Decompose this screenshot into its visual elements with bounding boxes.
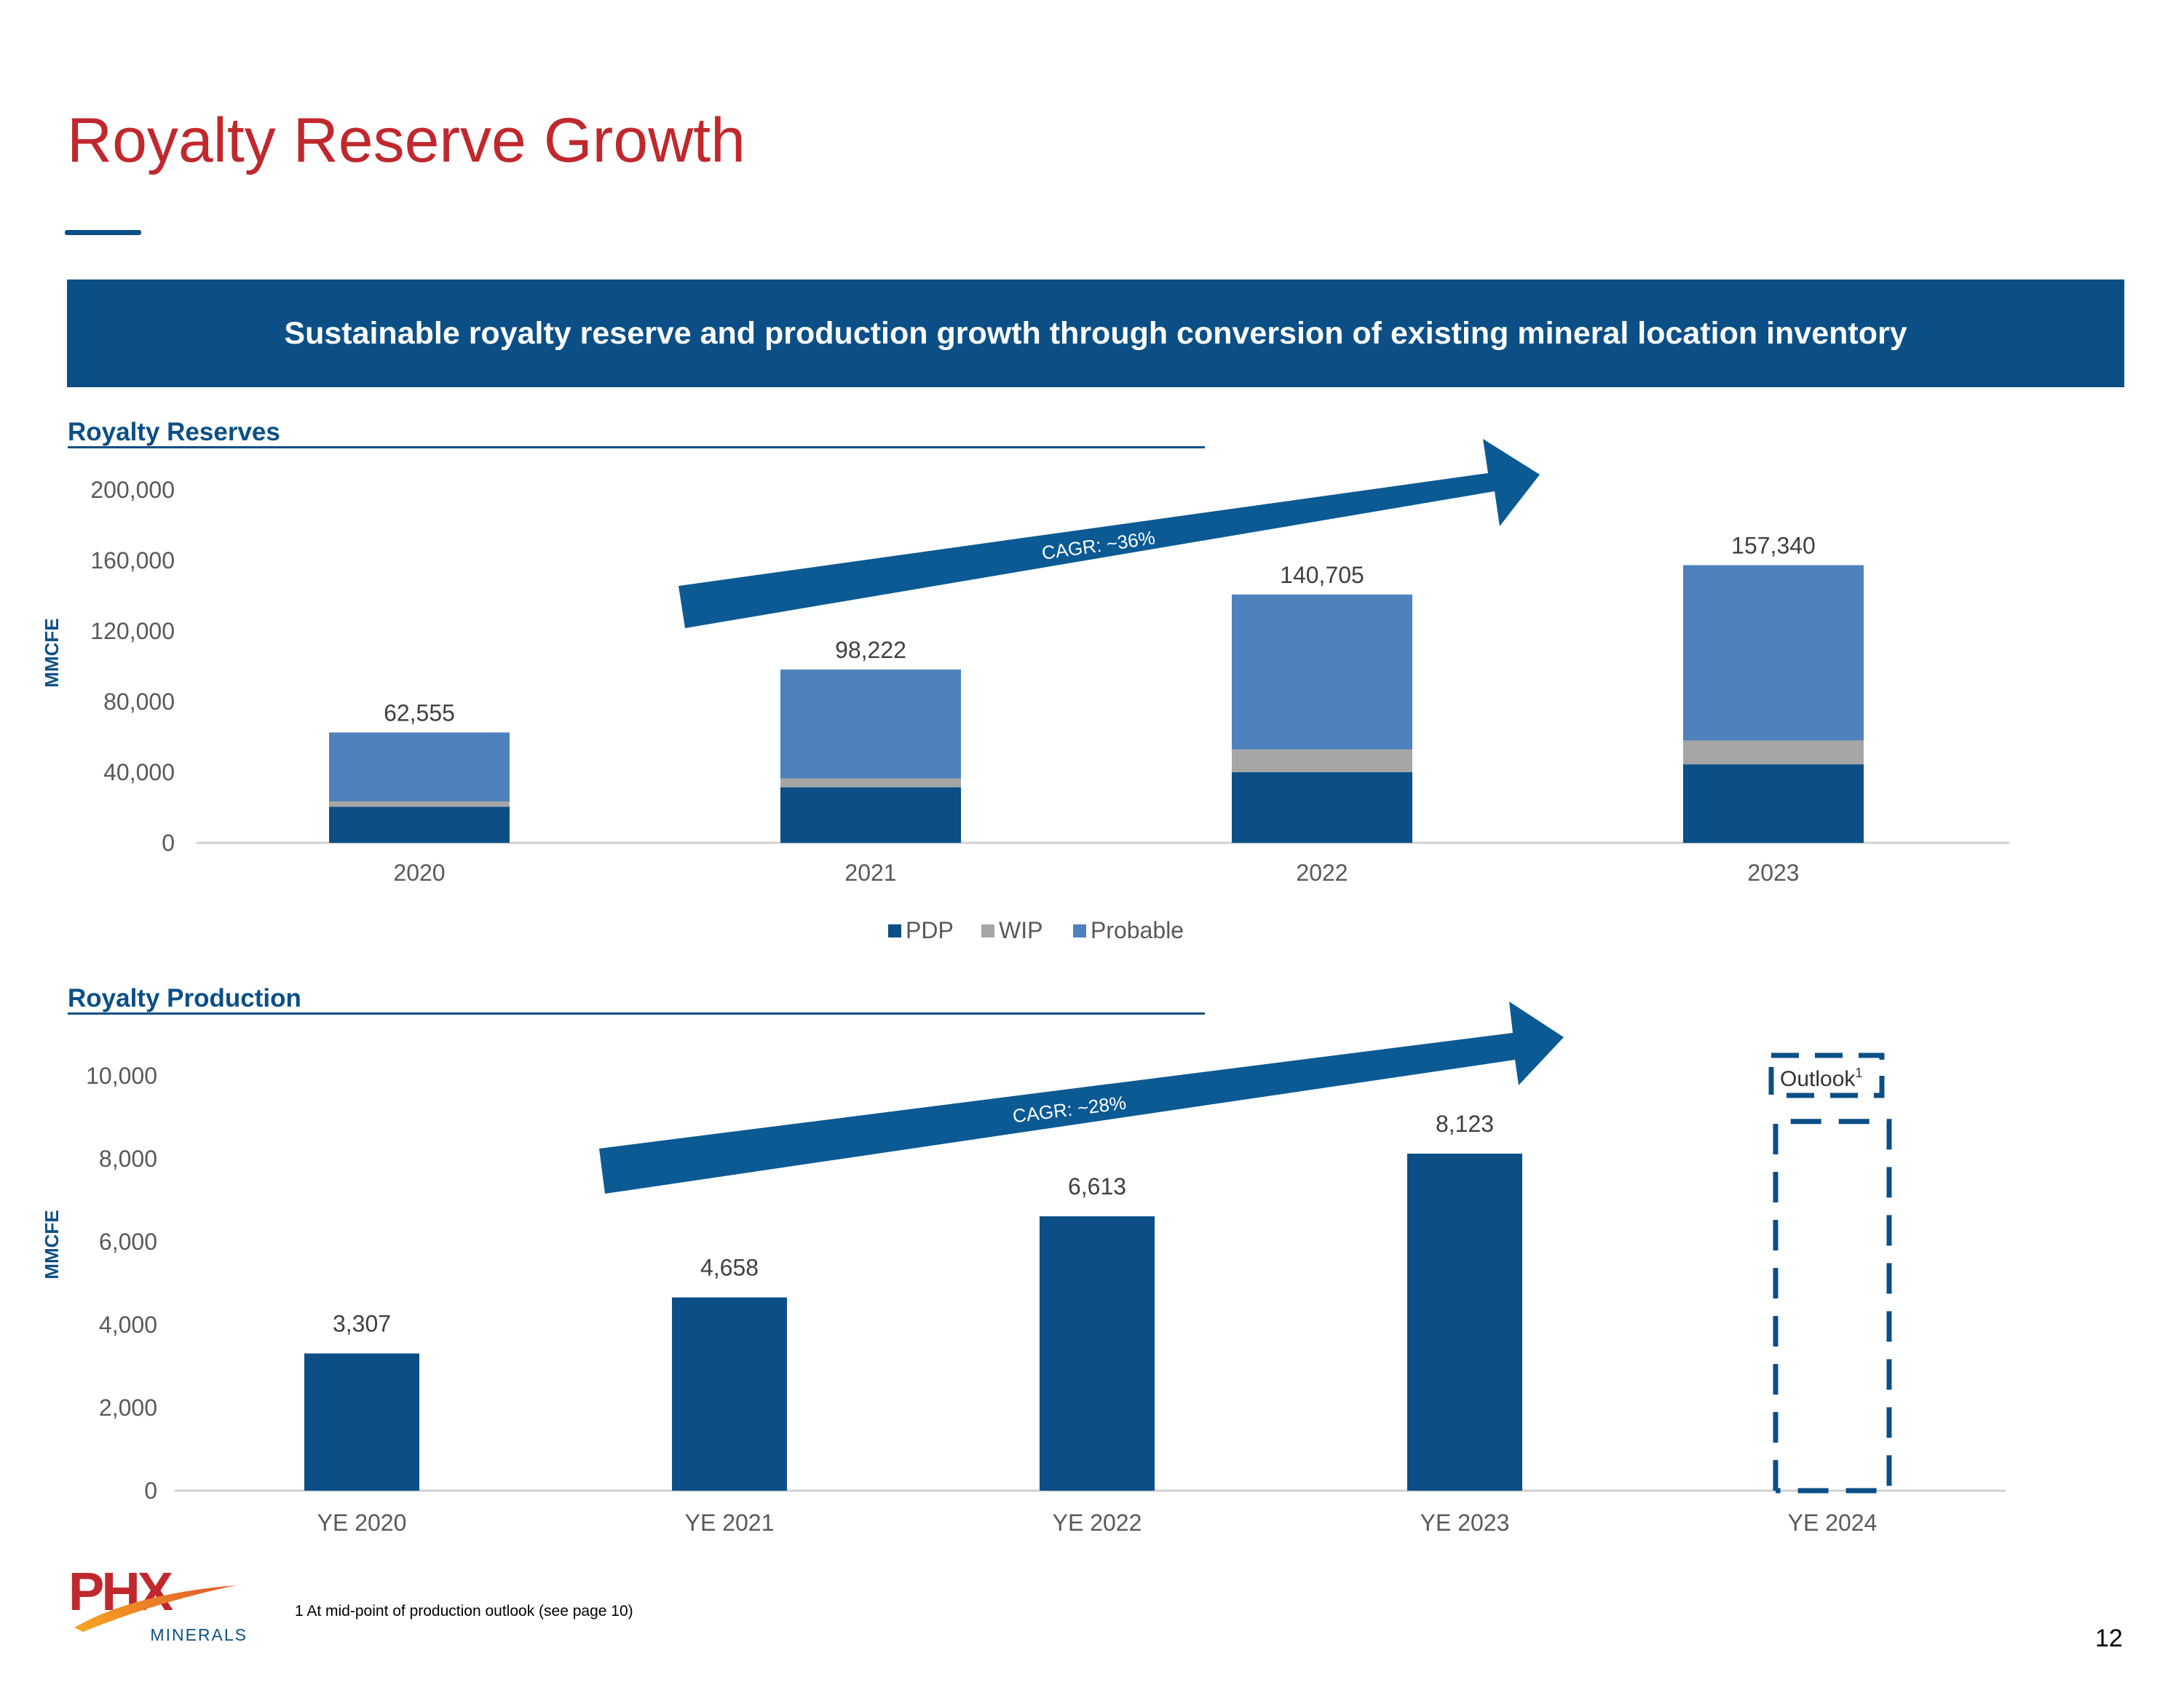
reserves-bar-wip [1232,749,1412,772]
svg-text:Outlook1: Outlook1 [1780,1066,1862,1091]
reserves-bar-probable [1232,594,1412,750]
page-number: 12 [2095,1625,2123,1652]
production-x-tick-label: YE 2020 [317,1510,407,1536]
reserves-bar-wip [329,801,510,807]
reserves-bar-pdp [780,787,961,843]
reserves-section-rule [68,446,1205,448]
production-y-axis-label: MMCFE [41,1210,63,1279]
production-value-label: 8,123 [1436,1111,1494,1137]
legend-swatch-wip [981,924,994,937]
reserves-bar-pdp [1683,764,1864,843]
production-x-tick-label: YE 2021 [685,1510,775,1536]
production-x-tick-label: YE 2022 [1053,1510,1142,1536]
production-bar [672,1297,787,1491]
reserves-total-label: 98,222 [835,637,906,663]
production-section-rule [68,1012,1205,1015]
footnote: 1 At mid-point of production outlook (se… [295,1603,633,1619]
reserves-bar-probable [780,669,961,779]
outlook-label-box: Outlook1 [1768,1052,1885,1098]
reserves-y-tick-label: 80,000 [103,689,175,715]
production-section-title: Royalty Production [68,984,301,1012]
reserves-y-tick-label: 40,000 [103,759,175,785]
production-value-label: 6,613 [1068,1173,1126,1200]
reserves-y-tick-label: 200,000 [90,477,175,503]
production-value-label: 4,658 [700,1254,759,1280]
production-bar [1040,1216,1155,1491]
reserves-bar-wip [1683,740,1864,765]
production-outlook-bar [1773,1119,1892,1494]
legend-swatch-probable [1073,924,1086,937]
page-title: Royalty Reserve Growth [67,106,745,175]
production-y-tick-label: 0 [144,1478,157,1504]
legend-swatch-pdp [888,924,901,937]
logo-swoosh-icon [74,1585,236,1632]
production-value-label: 3,307 [333,1311,391,1337]
production-y-tick-label: 8,000 [99,1146,157,1172]
reserves-x-tick-label: 2020 [393,860,445,886]
production-chart: 0 2,000 4,000 6,000 8,000 10,000 YE 2020 YE 20… [41,1002,2006,1536]
reserves-bar-pdp [1232,772,1412,843]
reserves-x-tick-label: 2022 [1296,860,1348,886]
reserves-total-label: 157,340 [1731,532,1816,558]
reserves-y-tick-label: 160,000 [90,547,175,574]
production-y-tick-label: 4,000 [99,1312,157,1338]
reserves-total-label: 140,705 [1280,562,1364,588]
reserves-x-tick-label: 2023 [1747,860,1799,886]
outlook-label: Outlook [1780,1067,1856,1091]
production-y-tick-label: 2,000 [99,1395,157,1421]
production-bar [1407,1153,1522,1491]
reserves-chart: 0 40,000 80,000 120,000 160,000 200,000 2020 2… [41,439,2009,943]
reserves-bar-probable [329,732,510,802]
reserves-bar-probable [1683,565,1864,741]
reserves-y-axis-label: MMCFE [41,618,63,687]
production-x-tick-label: YE 2024 [1788,1510,1878,1536]
reserves-y-tick-label: 0 [162,830,175,856]
reserves-total-label: 62,555 [384,699,455,726]
production-y-tick-label: 10,000 [86,1063,157,1089]
production-cagr-arrow: CAGR: ~28% [599,1002,1564,1194]
outlook-footnote-marker: 1 [1855,1066,1862,1080]
reserves-y-tick-label: 120,000 [90,618,175,644]
headline-banner: Sustainable royalty reserve and producti… [67,279,2124,387]
phx-minerals-logo: PHX MINERALS [68,1565,248,1644]
reserves-x-tick-label: 2021 [844,860,896,886]
title-underline [65,230,141,235]
reserves-bar-pdp [329,806,510,843]
legend-label-pdp: PDP [906,917,954,943]
reserves-section-title: Royalty Reserves [68,418,280,446]
legend-label-wip: WIP [999,917,1042,943]
production-x-tick-label: YE 2023 [1420,1510,1510,1536]
legend-label-probable: Probable [1091,917,1184,943]
reserves-legend: PDP WIP Probable [888,917,1184,943]
production-bar [304,1353,419,1491]
production-y-tick-label: 6,000 [99,1229,157,1255]
logo-subtext: MINERALS [150,1625,248,1644]
reserves-bar-wip [780,778,961,788]
